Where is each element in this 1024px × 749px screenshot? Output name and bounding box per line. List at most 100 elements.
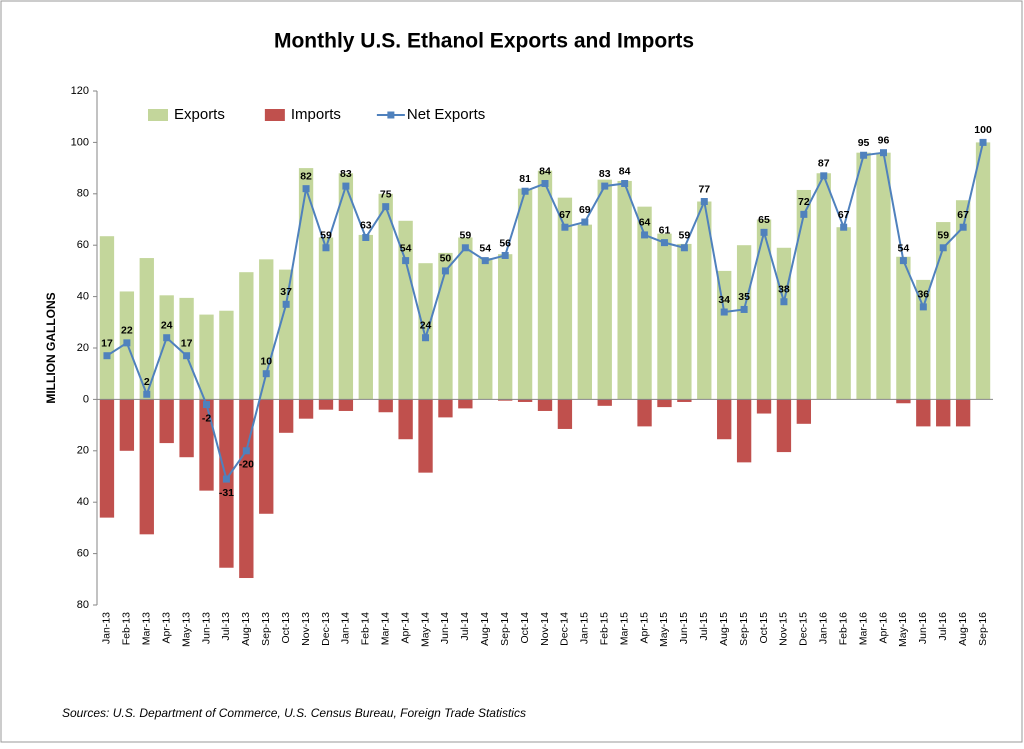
line-marker bbox=[601, 182, 609, 190]
bar bbox=[259, 399, 274, 514]
x-tick-label: Oct-13 bbox=[280, 612, 292, 644]
bar bbox=[916, 399, 931, 427]
x-tick-label: Jun-16 bbox=[917, 612, 929, 644]
data-label: -2 bbox=[202, 412, 211, 424]
x-tick-label: Nov-15 bbox=[778, 612, 790, 646]
line-marker bbox=[720, 308, 728, 316]
x-tick-label: Aug-13 bbox=[240, 612, 252, 646]
y-tick-label: 40 bbox=[77, 496, 89, 508]
line-marker bbox=[740, 305, 748, 313]
bar bbox=[338, 399, 354, 411]
bar bbox=[637, 399, 652, 427]
x-tick-label: Aug-16 bbox=[957, 612, 969, 646]
bar bbox=[358, 234, 373, 400]
line-marker bbox=[879, 149, 887, 157]
bar bbox=[597, 179, 612, 400]
x-tick-label: Sep-13 bbox=[260, 612, 272, 646]
x-tick-label: Jul-15 bbox=[698, 612, 710, 641]
x-tick-label: Jan-15 bbox=[579, 612, 591, 644]
line-marker bbox=[700, 198, 708, 206]
data-label: 36 bbox=[917, 289, 929, 301]
bar bbox=[776, 247, 792, 400]
data-label: -31 bbox=[219, 487, 234, 499]
line-marker bbox=[282, 300, 290, 308]
bar bbox=[657, 233, 672, 400]
bar bbox=[278, 399, 294, 433]
y-tick-label: 20 bbox=[77, 445, 89, 457]
bar bbox=[159, 399, 174, 444]
x-tick-label: Jul-14 bbox=[459, 612, 471, 641]
data-label: 2 bbox=[144, 376, 150, 388]
bar bbox=[537, 170, 553, 400]
bar bbox=[896, 256, 911, 400]
legend-label: Net Exports bbox=[407, 106, 485, 123]
data-label: 63 bbox=[360, 219, 372, 231]
data-label: 61 bbox=[659, 224, 671, 236]
bar bbox=[378, 399, 393, 413]
bar bbox=[498, 254, 513, 400]
bar bbox=[458, 399, 473, 409]
line-marker bbox=[461, 244, 469, 252]
legend-swatch bbox=[148, 109, 168, 121]
x-tick-label: May-13 bbox=[180, 612, 192, 647]
bar bbox=[517, 399, 533, 402]
bar bbox=[179, 399, 194, 458]
bar bbox=[836, 227, 851, 400]
line-marker bbox=[203, 401, 211, 409]
bar bbox=[796, 189, 812, 400]
line-marker bbox=[382, 203, 390, 211]
data-label: 75 bbox=[380, 188, 392, 200]
line-marker bbox=[262, 370, 270, 378]
bar bbox=[298, 399, 314, 419]
line-marker bbox=[222, 475, 230, 483]
data-label: 10 bbox=[260, 355, 272, 367]
bar bbox=[378, 193, 393, 400]
line-marker bbox=[760, 228, 768, 236]
bar bbox=[537, 399, 553, 411]
line-marker bbox=[183, 352, 191, 360]
data-label: 82 bbox=[300, 170, 312, 182]
x-tick-label: May-14 bbox=[419, 612, 431, 647]
data-label: 22 bbox=[121, 325, 133, 337]
data-label: 35 bbox=[738, 291, 750, 303]
data-label: 65 bbox=[758, 214, 770, 226]
line-marker bbox=[501, 251, 509, 259]
x-tick-label: Oct-15 bbox=[758, 612, 770, 644]
bar bbox=[159, 295, 174, 400]
source-note: Sources: U.S. Department of Commerce, U.… bbox=[62, 706, 526, 720]
data-label: 67 bbox=[838, 209, 850, 221]
x-tick-label: Apr-16 bbox=[877, 612, 889, 644]
x-tick-label: Jan-16 bbox=[818, 612, 830, 644]
line-marker bbox=[521, 187, 529, 195]
data-label: 100 bbox=[974, 124, 992, 136]
x-tick-label: Jun-14 bbox=[439, 612, 451, 644]
bar bbox=[498, 399, 513, 401]
x-tick-label: Apr-13 bbox=[160, 612, 172, 644]
bar bbox=[796, 399, 812, 424]
x-tick-label: Dec-13 bbox=[320, 612, 332, 646]
x-tick-label: Jun-15 bbox=[678, 612, 690, 644]
line-marker bbox=[541, 180, 549, 188]
line-marker bbox=[680, 244, 688, 252]
bar bbox=[278, 269, 294, 400]
bar bbox=[517, 188, 533, 400]
x-tick-label: Jan-13 bbox=[101, 612, 113, 644]
bar bbox=[577, 224, 592, 400]
line-marker bbox=[481, 257, 489, 265]
line-marker bbox=[641, 231, 649, 239]
bar bbox=[856, 152, 871, 400]
bar bbox=[736, 245, 752, 400]
bar bbox=[398, 399, 413, 440]
bar bbox=[597, 399, 612, 406]
x-tick-label: Feb-14 bbox=[360, 612, 372, 645]
y-tick-label: 20 bbox=[77, 342, 89, 354]
line-marker bbox=[660, 239, 668, 247]
data-label: 50 bbox=[440, 253, 452, 265]
data-label: 77 bbox=[698, 183, 710, 195]
bar bbox=[239, 272, 254, 400]
legend-swatch bbox=[264, 109, 285, 121]
x-tick-label: Jul-16 bbox=[937, 612, 949, 641]
x-tick-label: Mar-15 bbox=[618, 612, 630, 645]
bar bbox=[318, 399, 334, 410]
y-tick-label: 100 bbox=[71, 136, 89, 148]
